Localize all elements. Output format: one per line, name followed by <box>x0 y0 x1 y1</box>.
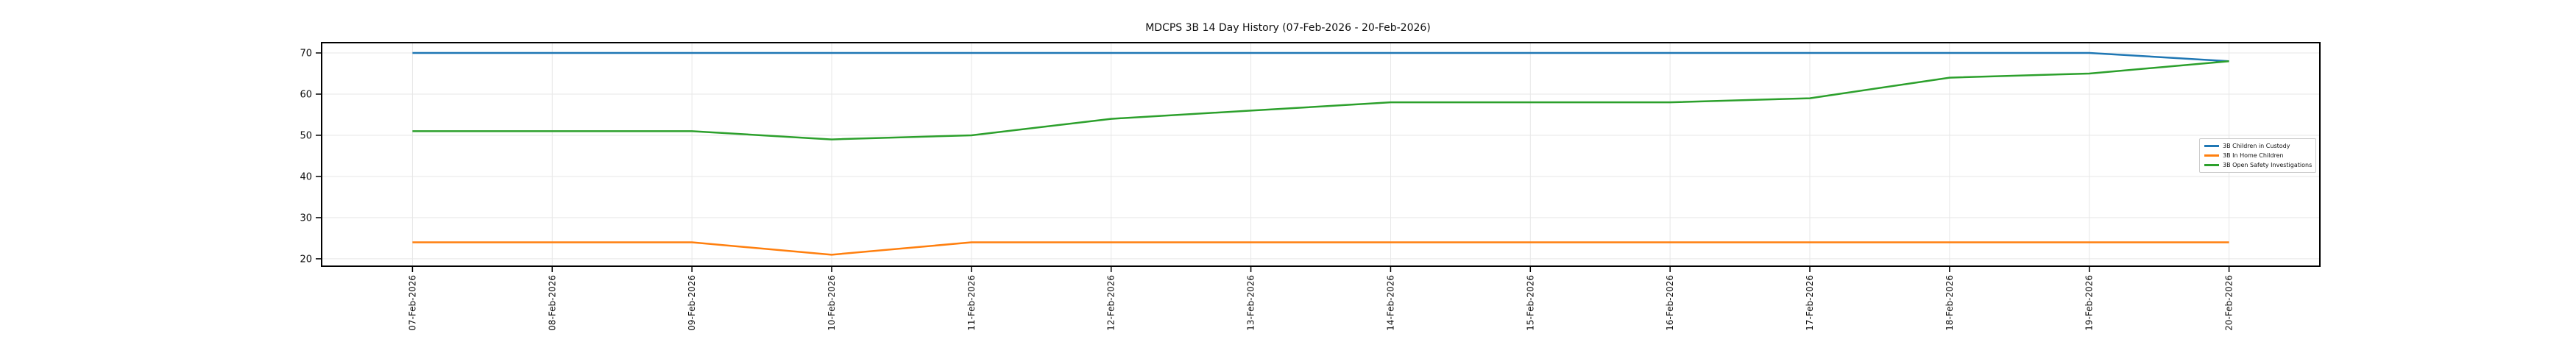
series-line-0 <box>412 51 2229 63</box>
x-tick-label: 09-Feb-2026 <box>687 275 697 331</box>
y-tick-label: 20 <box>300 254 312 265</box>
x-tick-label: 07-Feb-2026 <box>407 275 417 331</box>
y-tick-label: 30 <box>300 213 312 224</box>
x-tick-label: 11-Feb-2026 <box>966 275 977 331</box>
legend: 3B Children in Custody 3B In Home Childre… <box>2199 138 2316 173</box>
x-tick-label: 18-Feb-2026 <box>1945 275 1955 331</box>
y-tick-label: 50 <box>300 130 312 141</box>
x-tick-label: 10-Feb-2026 <box>827 275 837 331</box>
x-tick-label: 20-Feb-2026 <box>2224 275 2234 331</box>
x-tick-label: 14-Feb-2026 <box>1385 275 1395 331</box>
series-line-1 <box>412 241 2229 256</box>
chart-title: MDCPS 3B 14 Day History (07-Feb-2026 - 2… <box>1145 22 1431 34</box>
legend-label: 3B Open Safety Investigations <box>2223 162 2313 168</box>
legend-swatch <box>2204 154 2219 157</box>
plot-border <box>321 42 2321 267</box>
legend-label: 3B In Home Children <box>2223 152 2284 159</box>
x-tick-label: 15-Feb-2026 <box>1525 275 1535 331</box>
x-tick-label: 13-Feb-2026 <box>1246 275 1256 331</box>
tick-marks <box>316 52 2230 272</box>
x-tick-labels: 07-Feb-2026 08-Feb-2026 09-Feb-2026 10-Feb-… <box>407 275 2234 331</box>
y-tick-labels: 20 30 40 50 60 70 <box>300 48 312 265</box>
x-tick-label: 16-Feb-2026 <box>1665 275 1675 331</box>
y-tick-label: 60 <box>300 89 312 100</box>
x-tick-label: 12-Feb-2026 <box>1106 275 1117 331</box>
legend-item: 3B Open Safety Investigations <box>2204 162 2313 168</box>
x-tick-label: 17-Feb-2026 <box>1805 275 1815 331</box>
legend-item: 3B In Home Children <box>2204 152 2311 159</box>
legend-item: 3B Children in Custody <box>2204 143 2311 149</box>
y-tick-label: 40 <box>300 171 312 182</box>
series-line-2 <box>412 60 2229 140</box>
legend-label: 3B Children in Custody <box>2223 143 2290 149</box>
x-tick-label: 19-Feb-2026 <box>2084 275 2095 331</box>
legend-swatch <box>2204 145 2219 147</box>
grid <box>322 43 2320 266</box>
y-tick-label: 70 <box>300 48 312 59</box>
legend-swatch <box>2204 164 2219 166</box>
x-tick-label: 08-Feb-2026 <box>547 275 557 331</box>
